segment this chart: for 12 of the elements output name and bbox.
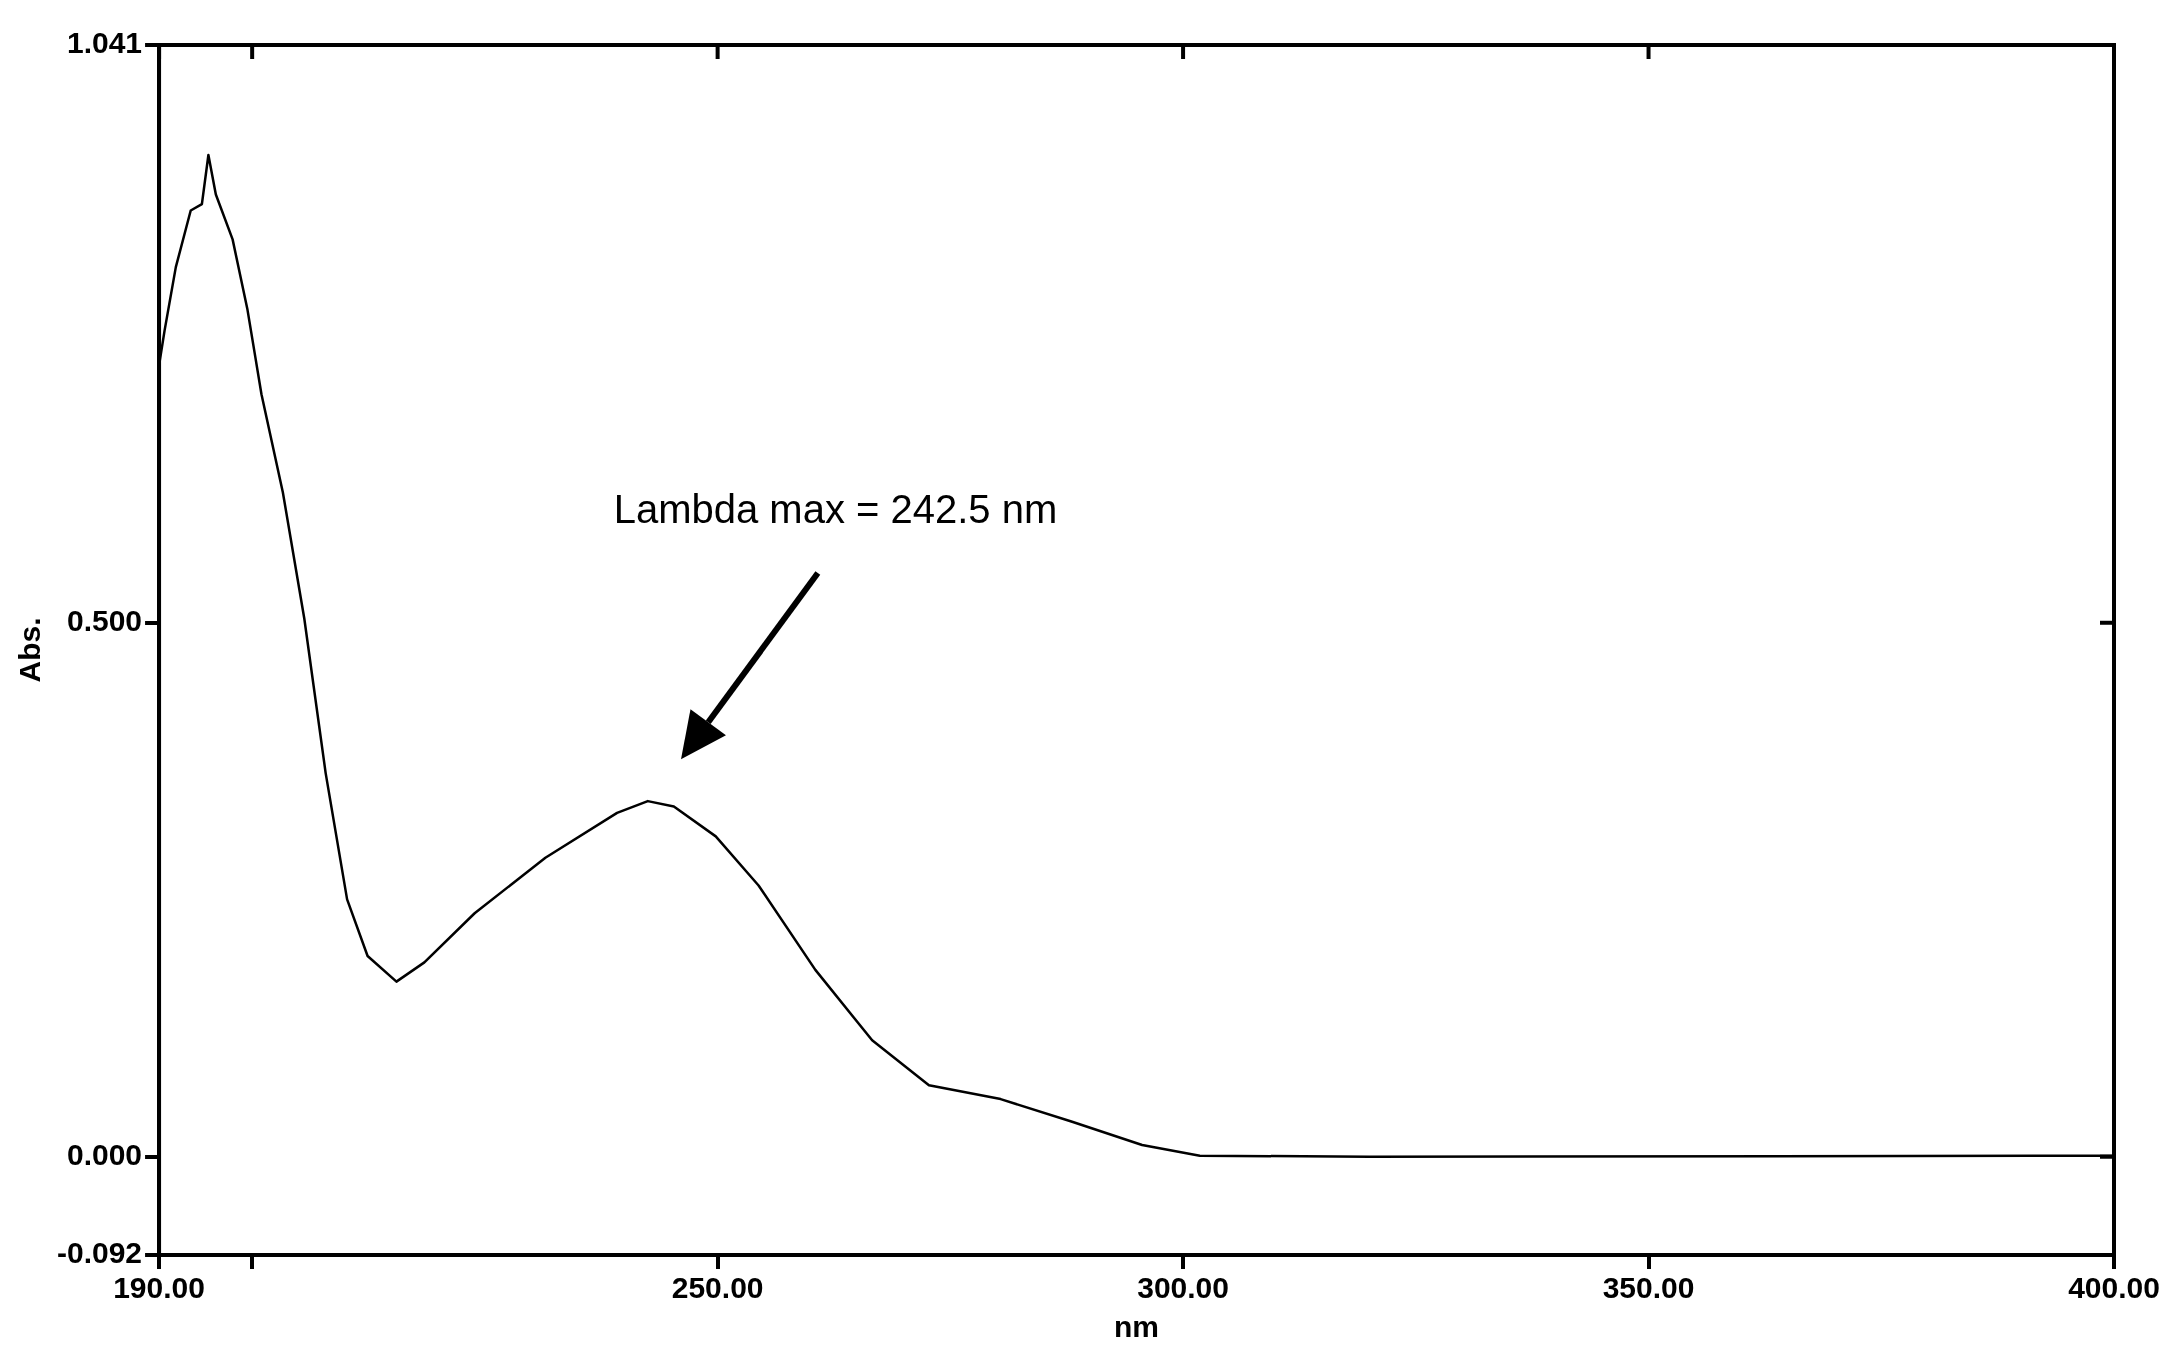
y-tick-label: 0.000 xyxy=(66,1138,143,1172)
y-tick-label: 0.500 xyxy=(66,604,143,638)
x-axis-title: nm xyxy=(1114,1310,1160,1344)
y-tick-label: 1.041 xyxy=(66,26,143,60)
y-tick-label: -0.092 xyxy=(56,1236,143,1270)
annotation: Lambda max = 242.5 nm xyxy=(613,487,1058,532)
x-tick-label: 250.00 xyxy=(671,1271,764,1305)
y-axis-title: Abs. xyxy=(13,617,47,683)
x-tick-label: 300.00 xyxy=(1137,1271,1229,1305)
x-tick-label: 190.00 xyxy=(113,1271,205,1305)
x-tick-label: 400.00 xyxy=(2068,1271,2160,1305)
x-tick-label: 350.00 xyxy=(1602,1271,1695,1305)
